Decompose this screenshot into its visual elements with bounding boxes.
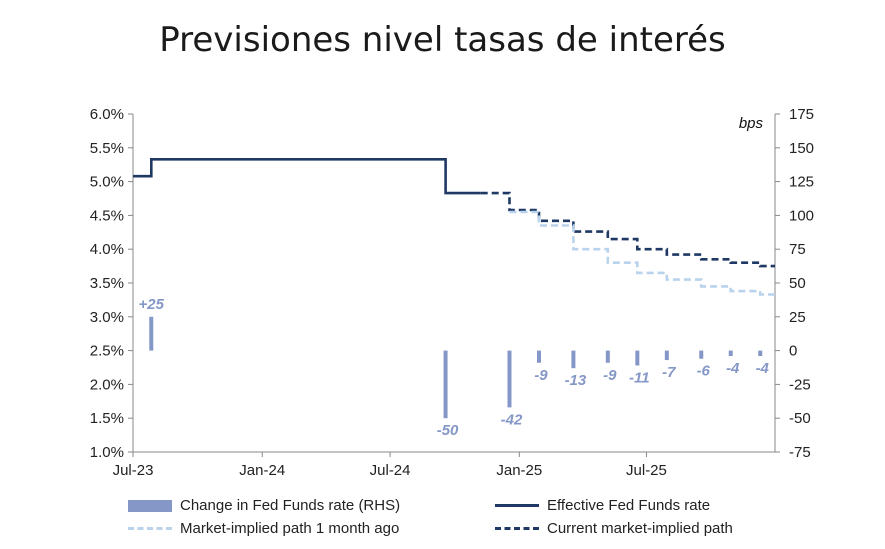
legend-item-one-month-ago: Market-implied path 1 month ago — [128, 520, 399, 537]
right-tick-label: 0 — [789, 343, 797, 360]
bar-5 — [605, 350, 610, 363]
axes-layer: 1.0% 1.5% 2.0% 2.5% 3.0% 3.5% 4.0% 4.5% 5.0% 5.5%… — [90, 106, 814, 479]
legend-swatch-bars — [128, 499, 172, 512]
bar-label-4: -13 — [565, 372, 587, 389]
bars-layer — [149, 316, 763, 419]
legend-label-bars: Change in Fed Funds rate (RHS) — [180, 497, 401, 514]
right-tick-label: -75 — [789, 444, 811, 461]
left-tick-label: 5.5% — [90, 140, 124, 157]
right-tick-label: 175 — [789, 106, 814, 123]
labels-layer: +25 -50 -42 -9 -13 -9 -11 -7 -6 -4 -4 — [139, 296, 770, 439]
right-tick-label: -50 — [789, 410, 811, 427]
left-tick-label: 5.0% — [90, 174, 124, 191]
left-tick-label: 1.5% — [90, 410, 124, 427]
bar-label-10: -4 — [756, 360, 770, 377]
x-tick-label: Jan-25 — [496, 462, 542, 479]
bar-10 — [758, 350, 763, 357]
left-tick-label: 3.0% — [90, 309, 124, 326]
bar-label-8: -6 — [697, 363, 711, 380]
left-tick-label: 6.0% — [90, 106, 124, 123]
legend-item-current-path: Current market-implied path — [495, 520, 733, 537]
bar-1 — [443, 350, 448, 419]
left-tick-label: 2.5% — [90, 343, 124, 360]
series-line-2 — [509, 210, 775, 296]
legend-swatch-one-month-ago — [128, 527, 172, 530]
bar-7 — [664, 350, 669, 361]
right-tick-label: 125 — [789, 174, 814, 191]
right-tick-label: 150 — [789, 140, 814, 157]
legend-item-bars: Change in Fed Funds rate (RHS) — [128, 497, 400, 514]
bar-label-7: -7 — [662, 364, 676, 381]
left-tick-label: 4.0% — [90, 241, 124, 258]
bar-label-5: -9 — [603, 367, 617, 384]
left-tick-label: 1.0% — [90, 444, 124, 461]
series-line-1 — [480, 191, 775, 268]
bar-4 — [571, 350, 576, 369]
x-tick-label: Jul-24 — [370, 462, 411, 479]
bar-label-2: -42 — [501, 411, 523, 428]
legend-swatch-effective — [495, 504, 539, 507]
series-line-0 — [133, 158, 481, 195]
bar-2 — [507, 350, 512, 408]
lines-layer — [133, 158, 775, 296]
right-tick-label: 50 — [789, 275, 806, 292]
left-tick-label: 3.5% — [90, 275, 124, 292]
bar-label-1: -50 — [437, 422, 459, 439]
bar-label-6: -11 — [629, 369, 650, 386]
right-tick-label: 25 — [789, 309, 806, 326]
left-tick-label: 2.0% — [90, 376, 124, 393]
left-tick-label: 4.5% — [90, 207, 124, 224]
chart-title: Previsiones nivel tasas de interés — [159, 20, 726, 60]
legend-label-effective: Effective Fed Funds rate — [547, 497, 711, 514]
right-tick-label: -25 — [789, 376, 811, 393]
bar-label-0: +25 — [139, 296, 165, 313]
bar-9 — [728, 350, 733, 357]
right-axis-unit-label: bps — [739, 115, 764, 132]
right-tick-label: 100 — [789, 207, 814, 224]
legend-label-one-month-ago: Market-implied path 1 month ago — [180, 520, 400, 537]
bar-0 — [149, 316, 154, 351]
legend-item-effective: Effective Fed Funds rate — [495, 497, 710, 514]
right-tick-label: 75 — [789, 241, 806, 258]
legend-swatch-current-path — [495, 527, 539, 530]
bar-label-3: -9 — [534, 367, 548, 384]
bar-label-9: -4 — [726, 360, 740, 377]
bar-3 — [536, 350, 541, 363]
bar-8 — [699, 350, 704, 359]
legend-label-current-path: Current market-implied path — [547, 520, 733, 537]
bar-6 — [635, 350, 640, 366]
x-tick-label: Jul-25 — [626, 462, 667, 479]
x-tick-label: Jan-24 — [239, 462, 285, 479]
x-tick-label: Jul-23 — [113, 462, 154, 479]
